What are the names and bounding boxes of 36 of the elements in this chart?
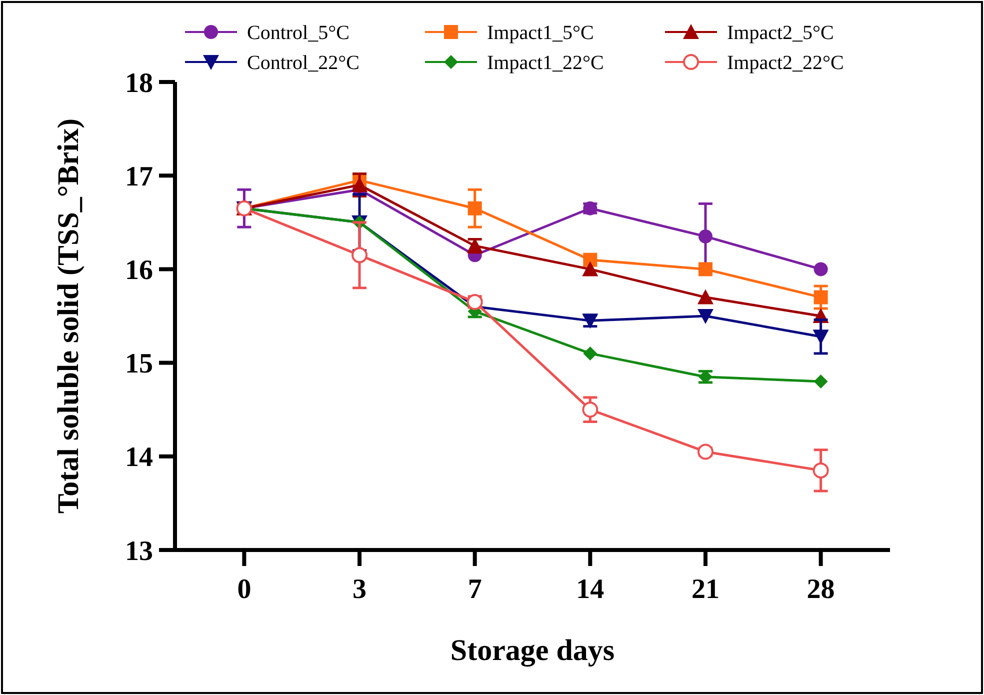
- legend-label: Impact1_22°C: [487, 52, 604, 74]
- point: [812, 462, 829, 478]
- x-tick-label: 7: [468, 574, 482, 605]
- legend-label: Impact2_22°C: [727, 52, 844, 74]
- legend-label: Impact1_5°C: [487, 22, 594, 44]
- point: [812, 330, 829, 345]
- y-tick-label: 15: [125, 348, 153, 380]
- point: [468, 201, 482, 216]
- y-tick-label: 17: [125, 161, 153, 192]
- point: [582, 261, 598, 276]
- point: [582, 402, 598, 418]
- point: [697, 444, 714, 460]
- y-axis-title: Total soluble solid (TSS_°Brix): [52, 118, 85, 514]
- point: [583, 346, 598, 360]
- point: [698, 229, 712, 244]
- x-tick-label: 3: [352, 574, 367, 605]
- y-tick-label: 18: [125, 68, 153, 99]
- y-tick-label: 16: [125, 255, 153, 286]
- point: [698, 262, 712, 276]
- x-axis-title: Storage days: [450, 634, 615, 667]
- x-tick-label: 0: [237, 574, 252, 605]
- y-tick-label: 13: [125, 536, 153, 567]
- point: [814, 290, 828, 304]
- point: [697, 289, 714, 304]
- point: [697, 309, 714, 324]
- legend-label: Control_22°C: [247, 52, 360, 74]
- point: [814, 374, 828, 389]
- point: [352, 247, 368, 264]
- x-tick-label: 21: [691, 574, 720, 605]
- y-tick-label: 14: [125, 442, 153, 474]
- point: [583, 252, 598, 267]
- legend-label: Impact2_5°C: [727, 22, 834, 44]
- x-tick-label: 14: [576, 574, 604, 605]
- legend-label: Control_5°C: [247, 22, 350, 44]
- x-tick-label: 28: [806, 574, 835, 605]
- point: [814, 262, 828, 276]
